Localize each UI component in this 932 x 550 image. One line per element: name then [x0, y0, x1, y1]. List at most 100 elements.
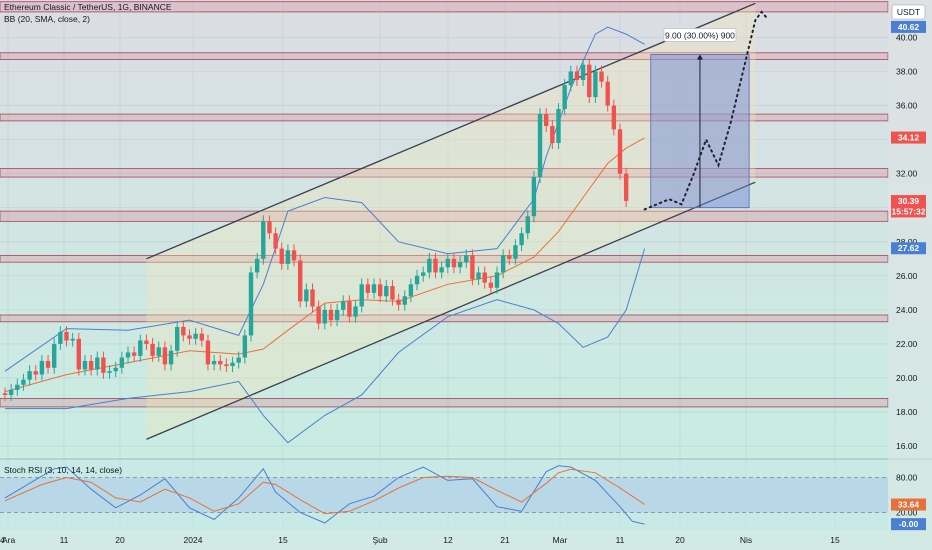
time-tick: Ara: [2, 535, 16, 545]
candle-body: [58, 332, 63, 344]
candle-body: [261, 221, 266, 259]
candle-body: [39, 360, 45, 375]
candle-body: [64, 332, 69, 341]
candle-body: [328, 309, 334, 321]
candle-body: [267, 221, 272, 234]
candle-body: [593, 71, 598, 98]
time-tick: Mar: [553, 535, 568, 545]
channel-fill: [146, 3, 756, 440]
candle-body: [556, 108, 561, 144]
candle-body: [119, 357, 125, 368]
candle-body: [537, 114, 543, 178]
price-tick: 38.00: [896, 67, 918, 77]
candle-body: [334, 309, 340, 321]
candle-body: [513, 245, 518, 259]
price-tick: 16.00: [896, 441, 918, 451]
time-tick: 20: [115, 535, 125, 545]
candle-body: [457, 262, 463, 268]
channel-lower-line: [146, 181, 756, 440]
candle-body: [162, 347, 168, 365]
candle-body: [384, 286, 389, 297]
candle-body: [70, 338, 75, 341]
candle-body: [211, 360, 217, 365]
candle-body: [2, 393, 8, 396]
candle-body: [242, 335, 248, 358]
candle-body: [279, 248, 284, 264]
candle-body: [623, 173, 629, 201]
stoch-d-badge: [891, 498, 926, 511]
candle-body: [113, 367, 118, 372]
bb-indicator-label[interactable]: BB (20, SMA, close, 2): [4, 14, 90, 24]
candle-body: [101, 357, 106, 373]
time-tick: 12: [443, 535, 453, 545]
candle-body: [107, 371, 112, 373]
candle-body: [611, 105, 617, 130]
price-badge: [891, 195, 926, 208]
price-tick: 18.00: [896, 407, 918, 417]
candle-body: [273, 233, 278, 249]
candle-body: [76, 338, 81, 370]
stoch-d-badge-text: 33.64: [898, 500, 920, 510]
candle-body: [433, 258, 438, 273]
candle-body: [316, 306, 321, 324]
candle-body: [421, 272, 426, 276]
candle-body: [531, 177, 537, 217]
candle-body: [507, 255, 512, 259]
candle-body: [544, 114, 549, 126]
candle-body: [347, 301, 352, 317]
candle-body: [27, 371, 32, 380]
candle-body: [205, 340, 211, 365]
price-badge: [891, 20, 926, 33]
candle-body: [464, 255, 469, 263]
price-tick: 40.00: [896, 32, 918, 42]
candle-body: [150, 343, 155, 356]
time-tick: 11: [616, 535, 625, 545]
currency-badge: [891, 4, 926, 20]
candle-body: [482, 272, 487, 283]
price-badge-text: 34.12: [898, 133, 920, 143]
symbol-title[interactable]: Ethereum Classic / TetherUS, 1G, BINANCE: [4, 2, 172, 12]
candle-body: [359, 284, 364, 307]
candle-body: [285, 250, 291, 264]
candle-body: [33, 371, 38, 375]
price-tick: 36.00: [896, 101, 918, 111]
candle-body: [224, 364, 229, 367]
stoch-d-line: [4, 468, 645, 515]
stoch-level-label: 80.00: [896, 473, 918, 483]
price-badge-text: 27.62: [898, 243, 920, 253]
candle-body: [371, 284, 377, 293]
candle-body: [525, 216, 530, 234]
candle-body: [427, 258, 432, 273]
candle-body: [193, 333, 198, 339]
candle-body: [218, 360, 223, 365]
candle-body: [562, 85, 567, 109]
candle-body: [396, 299, 401, 305]
candle-body: [445, 258, 450, 268]
candle-body: [605, 81, 610, 106]
stoch-rsi-label[interactable]: Stoch RSI (3, 10, 14, 14, close): [4, 465, 123, 475]
price-tick: 22.00: [896, 339, 918, 349]
projection-path: [643, 10, 769, 211]
candle-body: [476, 272, 481, 280]
bb-lower-band: [5, 248, 646, 444]
candle-body: [402, 296, 407, 305]
candle-body: [304, 289, 309, 302]
candle-body: [574, 71, 580, 81]
candle-body: [519, 233, 524, 246]
time-tick: 15: [278, 535, 288, 545]
time-tick: 20: [675, 535, 685, 545]
price-zone: [0, 398, 889, 408]
candle-body: [168, 350, 174, 365]
candle-body: [310, 289, 315, 307]
measure-label-box: [663, 28, 737, 42]
price-badge: [891, 242, 926, 255]
price-tick: 32.00: [896, 169, 918, 179]
price-badge: [891, 205, 926, 218]
stoch-band-fill: [0, 477, 888, 513]
stoch-k-line: [4, 465, 645, 525]
candle-body: [408, 284, 414, 297]
candle-body: [254, 258, 260, 273]
